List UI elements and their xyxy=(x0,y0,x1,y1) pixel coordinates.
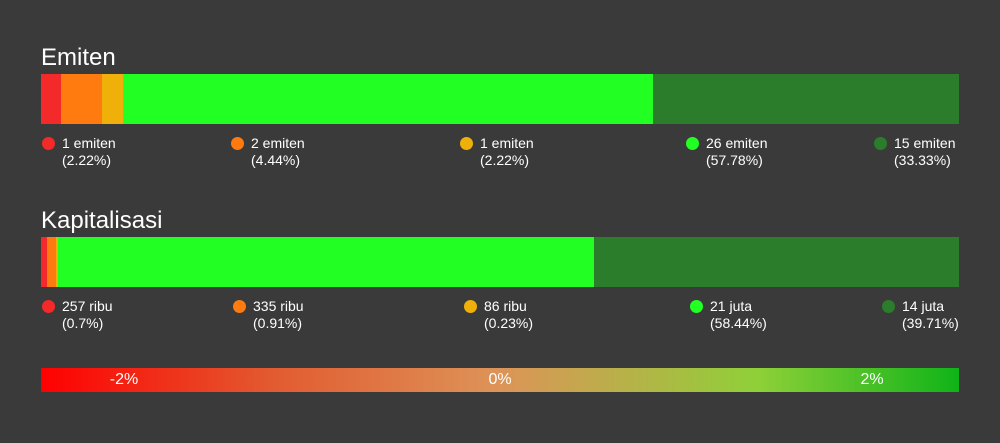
emiten-legend-count: 26 emiten xyxy=(706,135,768,151)
red-dot-icon xyxy=(42,300,55,313)
scale-label-positive: 2% xyxy=(860,371,884,388)
kapitalisasi-legend-orange: 335 ribu (0.91%) xyxy=(233,298,304,332)
kapitalisasi-segment-yellow[interactable] xyxy=(55,237,58,287)
emiten-legend-orange: 2 emiten (4.44%) xyxy=(231,135,305,169)
emiten-segment-red[interactable] xyxy=(41,74,62,124)
emiten-segment-green[interactable] xyxy=(122,74,653,124)
kapitalisasi-legend-darkgreen: 14 juta (39.71%) xyxy=(882,298,959,332)
kapitalisasi-legend-count: 335 ribu xyxy=(253,298,304,314)
kapitalisasi-segment-orange[interactable] xyxy=(47,237,56,287)
yellow-dot-icon xyxy=(460,137,473,150)
emiten-legend-pct: (33.33%) xyxy=(894,152,951,168)
kapitalisasi-legend-pct: (0.23%) xyxy=(484,315,534,331)
emiten-legend-yellow: 1 emiten (2.22%) xyxy=(460,135,534,169)
kapitalisasi-title: Kapitalisasi xyxy=(41,207,163,234)
green-dot-icon xyxy=(690,300,703,313)
red-dot-icon xyxy=(42,137,55,150)
yellow-dot-icon xyxy=(464,300,477,313)
kapitalisasi-segment-red[interactable] xyxy=(41,237,48,287)
kapitalisasi-legend-pct: (0.91%) xyxy=(253,315,303,331)
kapitalisasi-legend-pct: (58.44%) xyxy=(710,315,767,331)
darkgreen-dot-icon xyxy=(882,300,895,313)
kapitalisasi-legend-count: 21 juta xyxy=(710,298,753,314)
kapitalisasi-legend-count: 14 juta xyxy=(902,298,945,314)
emiten-legend-count: 2 emiten xyxy=(251,135,305,151)
emiten-segment-orange[interactable] xyxy=(61,74,103,124)
kapitalisasi-stacked-bar xyxy=(41,237,959,287)
emiten-legend-pct: (2.22%) xyxy=(62,152,112,168)
kapitalisasi-legend-yellow: 86 ribu (0.23%) xyxy=(464,298,533,332)
emiten-legend-pct: (2.22%) xyxy=(480,152,530,168)
darkgreen-dot-icon xyxy=(874,137,887,150)
emiten-legend-pct: (4.44%) xyxy=(251,152,301,168)
kapitalisasi-legend-pct: (39.71%) xyxy=(902,315,959,331)
orange-dot-icon xyxy=(233,300,246,313)
kapitalisasi-segment-green[interactable] xyxy=(57,237,595,287)
emiten-segment-yellow[interactable] xyxy=(102,74,123,124)
green-dot-icon xyxy=(686,137,699,150)
kapitalisasi-legend-count: 86 ribu xyxy=(484,298,527,314)
kapitalisasi-legend-red: 257 ribu (0.7%) xyxy=(42,298,113,332)
kapitalisasi-legend-green: 21 juta (58.44%) xyxy=(690,298,767,332)
emiten-legend-pct: (57.78%) xyxy=(706,152,763,168)
kapitalisasi-segment-darkgreen[interactable] xyxy=(594,237,959,287)
color-scale-bar xyxy=(41,368,959,392)
emiten-legend-red: 1 emiten (2.22%) xyxy=(42,135,116,169)
kapitalisasi-legend-pct: (0.7%) xyxy=(62,315,104,331)
orange-dot-icon xyxy=(231,137,244,150)
emiten-legend-count: 1 emiten xyxy=(480,135,534,151)
emiten-legend-count: 15 emiten xyxy=(894,135,956,151)
emiten-legend-darkgreen: 15 emiten (33.33%) xyxy=(874,135,955,169)
emiten-legend-count: 1 emiten xyxy=(62,135,116,151)
kapitalisasi-legend-count: 257 ribu xyxy=(62,298,113,314)
scale-label-negative: -2% xyxy=(109,371,139,388)
emiten-legend-green: 26 emiten (57.78%) xyxy=(686,135,767,169)
scale-label-zero: 0% xyxy=(488,371,512,388)
emiten-title: Emiten xyxy=(41,44,116,71)
emiten-stacked-bar xyxy=(41,74,959,124)
emiten-segment-darkgreen[interactable] xyxy=(652,74,959,124)
